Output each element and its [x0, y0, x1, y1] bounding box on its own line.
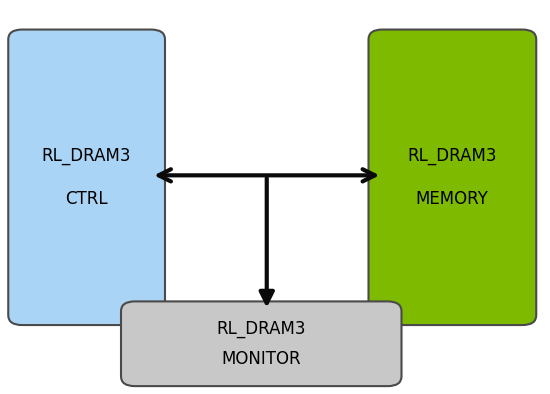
Text: RL_DRAM3: RL_DRAM3 [42, 147, 131, 165]
Text: MEMORY: MEMORY [416, 190, 488, 208]
FancyBboxPatch shape [121, 301, 402, 386]
Text: RL_DRAM3: RL_DRAM3 [408, 147, 497, 165]
Text: CTRL: CTRL [65, 190, 108, 208]
FancyBboxPatch shape [8, 30, 165, 325]
Text: RL_DRAM3: RL_DRAM3 [217, 320, 306, 338]
FancyBboxPatch shape [368, 30, 536, 325]
Text: MONITOR: MONITOR [222, 350, 301, 368]
